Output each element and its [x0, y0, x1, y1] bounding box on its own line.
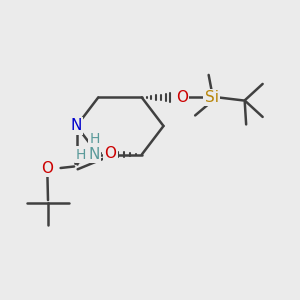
Text: O: O	[41, 160, 53, 175]
Text: H: H	[89, 132, 100, 146]
Text: O: O	[104, 146, 116, 160]
Text: N: N	[71, 118, 82, 134]
Text: N: N	[89, 147, 100, 162]
Text: O: O	[176, 90, 188, 105]
Text: H: H	[76, 148, 86, 162]
Text: Si: Si	[205, 90, 219, 105]
